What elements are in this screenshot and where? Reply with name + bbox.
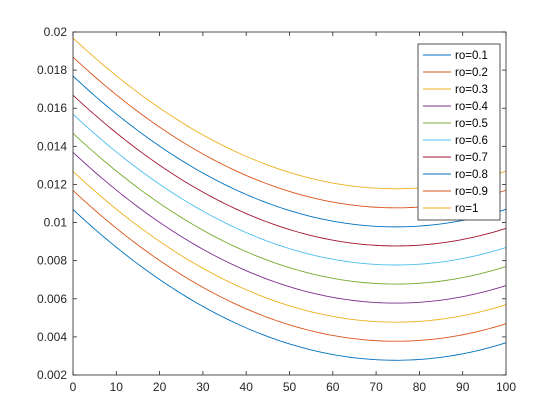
y-tick-label: 0.014 (37, 139, 67, 153)
legend-label: ro=0.8 (455, 169, 488, 181)
y-tick-label: 0.008 (37, 254, 67, 268)
legend-label: ro=0.4 (455, 101, 489, 113)
x-tick-label: 20 (153, 380, 167, 394)
x-tick-label: 100 (496, 380, 516, 394)
x-tick-label: 0 (70, 380, 77, 394)
y-tick-label: 0.018 (37, 63, 67, 77)
series-line-5 (72, 132, 507, 285)
y-tick-label: 0.016 (37, 101, 67, 115)
series-line-3 (72, 171, 507, 323)
y-tick-label: 0.006 (37, 292, 67, 306)
legend-label: ro=0.9 (455, 186, 488, 198)
y-tick-label: 0.012 (37, 177, 67, 191)
ticks-layer: 0 10 20 30 40 50 60 70 80 90 100 0.002 0.004 0.006 0.0… (37, 25, 516, 394)
x-tick-label: 30 (196, 380, 210, 394)
y-tick-label: 0.02 (44, 25, 68, 39)
series-line-4 (72, 152, 507, 304)
series-line-8 (72, 75, 507, 228)
series-line-1 (72, 209, 507, 361)
series-line-7 (72, 94, 507, 247)
legend-label: ro=0.7 (455, 152, 488, 164)
x-tick-label: 80 (413, 380, 427, 394)
x-tick-label: 90 (456, 380, 470, 394)
series-line-2 (72, 190, 507, 342)
x-tick-label: 10 (110, 380, 124, 394)
series-line-6 (72, 113, 507, 266)
x-tick-label: 40 (240, 380, 254, 394)
y-tick-label: 0.004 (37, 330, 67, 344)
legend: ro=0.1 ro=0.2 ro=0.3 ro=0.4 ro=0.5 ro=0.6 ro=0… (417, 43, 501, 221)
series-layer (72, 37, 507, 361)
legend-label: ro=0.5 (455, 118, 488, 130)
legend-label: ro=0.3 (455, 84, 488, 96)
x-tick-label: 70 (369, 380, 383, 394)
legend-label: ro=0.6 (455, 135, 488, 147)
legend-label: ro=1 (455, 203, 478, 215)
y-tick-label: 0.002 (37, 368, 67, 382)
legend-label: ro=0.2 (455, 67, 488, 79)
x-tick-label: 60 (326, 380, 340, 394)
x-tick-label: 50 (283, 380, 297, 394)
legend-label: ro=0.1 (455, 50, 488, 62)
y-tick-label: 0.01 (44, 216, 68, 230)
